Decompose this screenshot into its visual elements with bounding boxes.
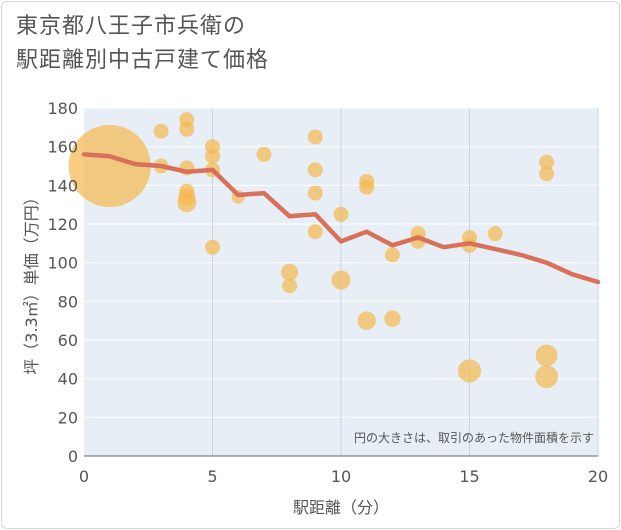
data-bubble bbox=[282, 278, 298, 294]
data-bubble bbox=[357, 311, 376, 330]
data-bubble bbox=[457, 359, 482, 383]
data-bubble bbox=[256, 146, 272, 162]
data-bubble bbox=[487, 226, 503, 242]
y-tick-label: 120 bbox=[47, 215, 78, 234]
x-tick-label: 20 bbox=[588, 467, 608, 486]
y-axis-title: 坪（3.3㎡）単価（万円） bbox=[22, 189, 41, 374]
data-bubble bbox=[535, 365, 558, 389]
grid-lines bbox=[84, 107, 599, 456]
data-bubble bbox=[384, 310, 401, 327]
size-legend-note: 円の大きさは、取引のあった物件面積を示す bbox=[354, 430, 594, 445]
data-bubble bbox=[205, 239, 220, 255]
x-tick-label: 0 bbox=[79, 467, 89, 486]
x-axis-title: 駅距離（分） bbox=[293, 498, 389, 517]
data-bubble bbox=[539, 154, 555, 170]
x-tick-label: 15 bbox=[459, 467, 479, 486]
data-bubble bbox=[307, 185, 323, 201]
data-bubble bbox=[331, 270, 351, 290]
y-tick-label: 40 bbox=[58, 370, 78, 389]
y-tick-label: 100 bbox=[47, 254, 78, 273]
data-bubble bbox=[307, 129, 323, 145]
data-bubble bbox=[535, 344, 558, 367]
chart-title-line-2: 駅距離別中古戸建て価格 bbox=[16, 48, 270, 73]
y-tick-label: 80 bbox=[58, 292, 78, 311]
data-bubble bbox=[307, 162, 323, 178]
average-price-line bbox=[81, 152, 601, 285]
x-tick-label: 5 bbox=[207, 467, 217, 486]
data-bubble bbox=[153, 123, 169, 139]
y-axis-ticks: 0 20 40 60 80 100 120 140 160 180 bbox=[47, 99, 78, 466]
data-bubble bbox=[179, 121, 195, 137]
data-bubble bbox=[359, 179, 375, 195]
y-tick-label: 160 bbox=[47, 138, 78, 157]
data-bubble bbox=[68, 124, 151, 208]
data-bubble bbox=[539, 166, 555, 182]
y-tick-label: 140 bbox=[47, 176, 78, 195]
data-bubble bbox=[205, 148, 220, 164]
y-tick-label: 20 bbox=[58, 408, 78, 427]
data-bubble bbox=[333, 206, 349, 222]
x-axis-ticks: 0 5 10 15 20 bbox=[79, 467, 608, 486]
y-tick-label: 180 bbox=[47, 99, 78, 118]
y-tick-label: 0 bbox=[68, 447, 78, 466]
x-tick-label: 10 bbox=[331, 467, 351, 486]
data-bubble bbox=[177, 193, 197, 213]
data-bubble bbox=[384, 247, 400, 263]
chart-title-line-1: 東京都八王子市兵衛の bbox=[16, 14, 247, 39]
data-bubble bbox=[307, 224, 323, 240]
chart-title: 東京都八王子市兵衛の 駅距離別中古戸建て価格 bbox=[16, 10, 269, 78]
y-tick-label: 60 bbox=[58, 331, 78, 350]
data-bubble bbox=[281, 263, 299, 281]
